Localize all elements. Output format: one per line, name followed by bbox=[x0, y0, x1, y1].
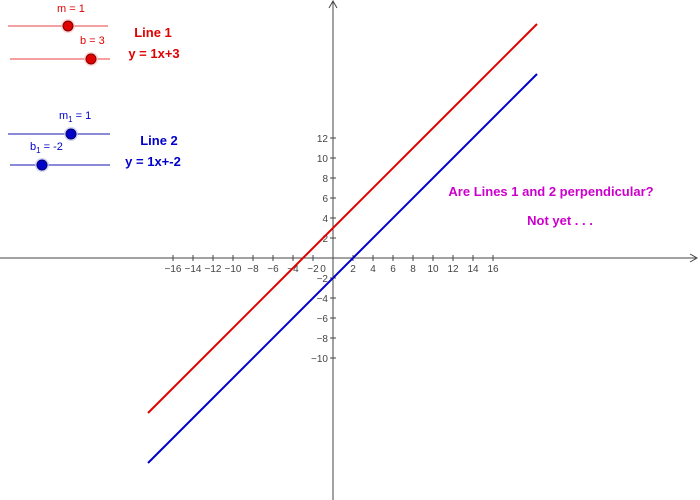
y-tick-label: −10 bbox=[311, 354, 328, 365]
x-tick-label: 2 bbox=[350, 264, 356, 275]
slider-m-line1[interactable]: m = 1 bbox=[8, 3, 108, 33]
slider-b-line2-handle[interactable] bbox=[36, 159, 48, 171]
slider-b-line1-caption: b = 3 bbox=[80, 35, 105, 47]
y-tick-label: −4 bbox=[317, 294, 329, 305]
x-tick-label: −8 bbox=[247, 264, 259, 275]
y-tick-label: 2 bbox=[322, 234, 328, 245]
y-axis-ticks: 12 10 8 6 4 2 −2 −4 −6 −8 −10 bbox=[311, 134, 336, 365]
y-tick-label: −8 bbox=[317, 334, 329, 345]
x-axis-arrow-icon bbox=[689, 253, 699, 263]
x-tick-label: 4 bbox=[370, 264, 376, 275]
x-axis-ticks: −16 −14 −12 −10 −8 −6 −4 −2 0 2 4 6 8 10 12 14 16 bbox=[165, 255, 499, 275]
line-1-title: Line 1 bbox=[134, 25, 172, 40]
x-tick-label: −10 bbox=[225, 264, 242, 275]
slider-m-line2[interactable]: m1 = 1 bbox=[8, 110, 110, 141]
slider-m-line2-handle[interactable] bbox=[65, 128, 77, 140]
line-1-equation: y = 1x+3 bbox=[128, 46, 179, 61]
slider-m-line2-caption: m1 = 1 bbox=[59, 110, 91, 124]
y-tick-label: 8 bbox=[322, 174, 328, 185]
y-axis-arrow-icon bbox=[328, 0, 338, 9]
x-tick-label: 14 bbox=[467, 264, 479, 275]
slider-b-line1-handle[interactable] bbox=[85, 53, 97, 65]
y-tick-label: 12 bbox=[317, 134, 329, 145]
y-tick-label: −2 bbox=[317, 274, 329, 285]
x-tick-label: 0 bbox=[320, 264, 326, 275]
y-tick-label: −6 bbox=[317, 314, 329, 325]
slider-b-line1[interactable]: b = 3 bbox=[10, 35, 110, 66]
x-tick-label: −6 bbox=[267, 264, 279, 275]
line-2-equation: y = 1x+-2 bbox=[125, 154, 181, 169]
y-tick-label: 4 bbox=[322, 214, 328, 225]
line-2-graph[interactable] bbox=[147, 73, 538, 464]
y-tick-label: 6 bbox=[322, 194, 328, 205]
line-2-title: Line 2 bbox=[140, 133, 178, 148]
slider-b-line2[interactable]: b1 = -2 bbox=[10, 141, 110, 172]
line-1-graph[interactable] bbox=[147, 23, 538, 414]
x-tick-label: 6 bbox=[390, 264, 396, 275]
slider-m-line1-caption: m = 1 bbox=[57, 3, 85, 15]
x-tick-label: 16 bbox=[487, 264, 499, 275]
y-tick-label: 10 bbox=[317, 154, 329, 165]
x-tick-label: 10 bbox=[427, 264, 439, 275]
x-tick-label: −4 bbox=[287, 264, 299, 275]
x-tick-label: 12 bbox=[447, 264, 459, 275]
perpendicular-answer: Not yet . . . bbox=[527, 213, 593, 228]
x-tick-label: −12 bbox=[205, 264, 222, 275]
slider-b-line2-caption: b1 = -2 bbox=[30, 141, 63, 155]
x-tick-label: 8 bbox=[410, 264, 416, 275]
x-tick-label: −16 bbox=[165, 264, 182, 275]
perpendicular-question: Are Lines 1 and 2 perpendicular? bbox=[448, 184, 653, 199]
x-tick-label: −14 bbox=[185, 264, 202, 275]
slider-m-line1-handle[interactable] bbox=[62, 20, 74, 32]
x-tick-label: −2 bbox=[307, 264, 319, 275]
